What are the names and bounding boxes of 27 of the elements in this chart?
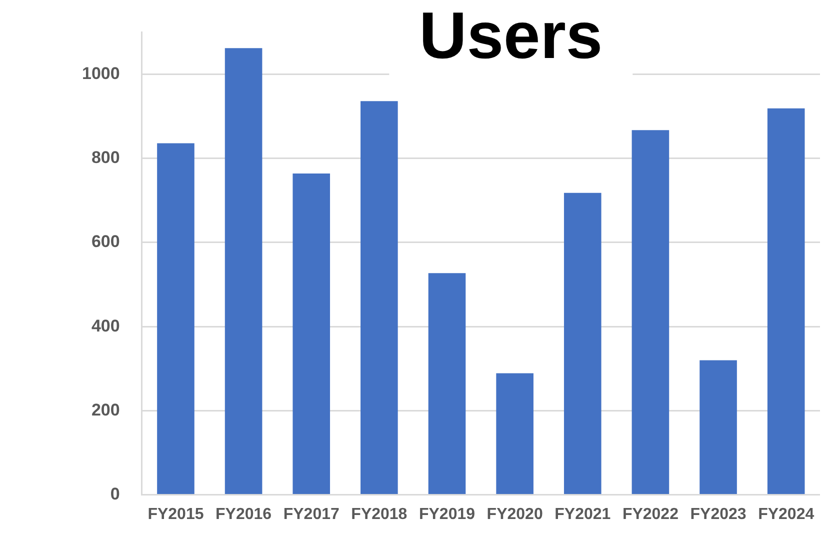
bar <box>428 273 466 494</box>
bar <box>157 143 194 494</box>
x-tick-label: FY2022 <box>622 506 679 523</box>
y-tick-label: 200 <box>91 400 120 420</box>
x-tick-label: FY2018 <box>351 506 408 523</box>
bar <box>360 101 398 494</box>
chart-title: Users <box>419 0 603 72</box>
bar <box>496 373 534 494</box>
bar <box>767 108 805 494</box>
y-tick-label: 0 <box>110 484 120 504</box>
y-tick-label: 400 <box>91 316 120 336</box>
x-tick-label: FY2023 <box>690 506 746 523</box>
x-tick-label: FY2015 <box>148 506 204 523</box>
bar <box>632 130 670 494</box>
y-tick-label: 1000 <box>82 64 120 83</box>
x-tick-label: FY2017 <box>283 506 340 523</box>
x-tick-label: FY2021 <box>554 506 611 523</box>
bar <box>292 174 330 494</box>
x-tick-label: FY2019 <box>418 506 476 523</box>
bar <box>564 192 602 494</box>
x-tick-label: FY2016 <box>216 506 272 523</box>
x-tick-label: FY2024 <box>758 506 814 523</box>
bar <box>224 48 262 494</box>
y-tick-label: 800 <box>91 148 120 168</box>
bar <box>700 360 737 494</box>
y-tick-label: 600 <box>91 232 120 252</box>
x-tick-label: FY2020 <box>486 506 543 523</box>
